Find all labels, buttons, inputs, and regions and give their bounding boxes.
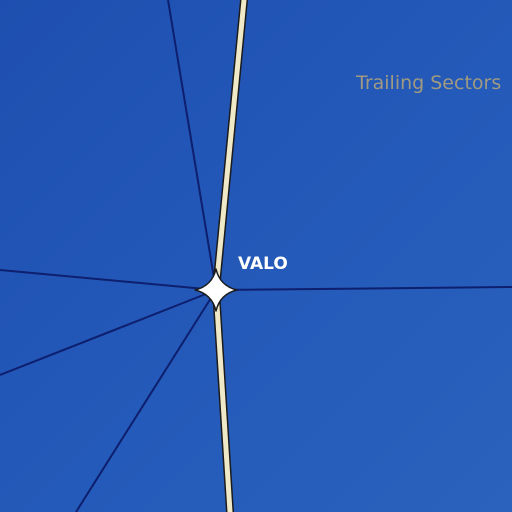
route-line-north[interactable] [167, 0, 217, 291]
star-waypoint-icon[interactable] [194, 268, 238, 312]
route-line-south-southwest[interactable] [75, 289, 217, 512]
region-label: Trailing Sectors [356, 72, 502, 94]
main-route-south[interactable] [213, 287, 233, 512]
main-route-north[interactable] [213, 0, 247, 293]
route-line-east[interactable] [215, 286, 512, 291]
route-line-southwest[interactable] [0, 289, 217, 376]
node-label[interactable]: VALO [238, 254, 288, 274]
route-line-west[interactable] [0, 269, 217, 291]
